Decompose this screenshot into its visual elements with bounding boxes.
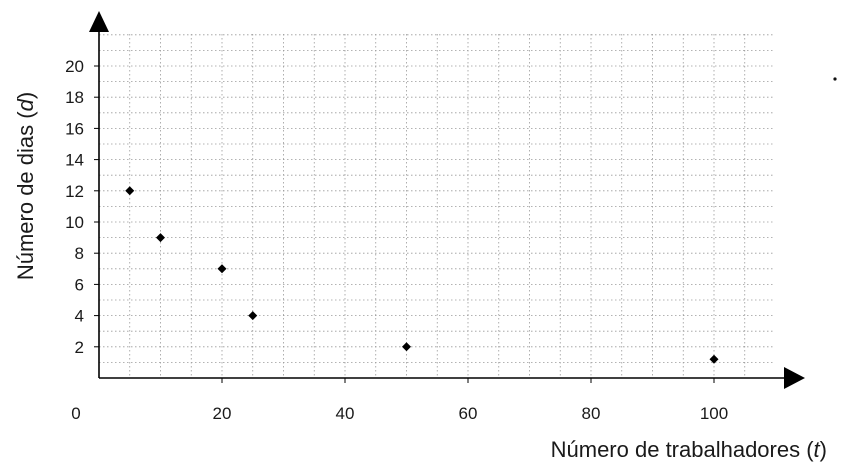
x-tick-label: 40 <box>336 404 355 423</box>
y-tick-label: 4 <box>75 307 84 326</box>
data-point <box>156 233 165 243</box>
x-tick-label: 0 <box>71 404 80 423</box>
y-tick-label: 12 <box>65 182 84 201</box>
grid <box>98 34 774 379</box>
y-tick-label: 20 <box>65 57 84 76</box>
y-tick-label: 8 <box>75 244 84 263</box>
x-tick-label: 20 <box>213 404 232 423</box>
x-tick-label: 80 <box>582 404 601 423</box>
x-tick-label: 60 <box>459 404 478 423</box>
tick-labels: 0 20 40 60 80 100 2 4 6 8 10 12 14 16 18 20 <box>65 57 728 423</box>
data-point <box>217 264 227 274</box>
data-point <box>709 354 719 364</box>
y-tick-label: 6 <box>75 275 84 294</box>
x-tick-label: 100 <box>700 404 728 423</box>
x-axis-title: Número de trabalhadores (t) <box>551 437 827 462</box>
axes <box>89 11 805 389</box>
y-tick-label: 16 <box>65 119 84 138</box>
x-axis-arrow-icon <box>784 367 805 389</box>
y-tick-label: 18 <box>65 88 84 107</box>
y-axis-arrow-icon <box>89 11 109 32</box>
y-axis-title: Número de dias (d) <box>13 92 38 280</box>
data-point <box>125 186 135 196</box>
stray-dot <box>833 77 837 81</box>
y-tick-label: 14 <box>65 151 84 170</box>
data-point <box>402 342 411 352</box>
data-points <box>125 186 719 364</box>
y-tick-label: 10 <box>65 213 84 232</box>
y-tick-label: 2 <box>75 338 84 357</box>
data-point <box>248 311 258 321</box>
